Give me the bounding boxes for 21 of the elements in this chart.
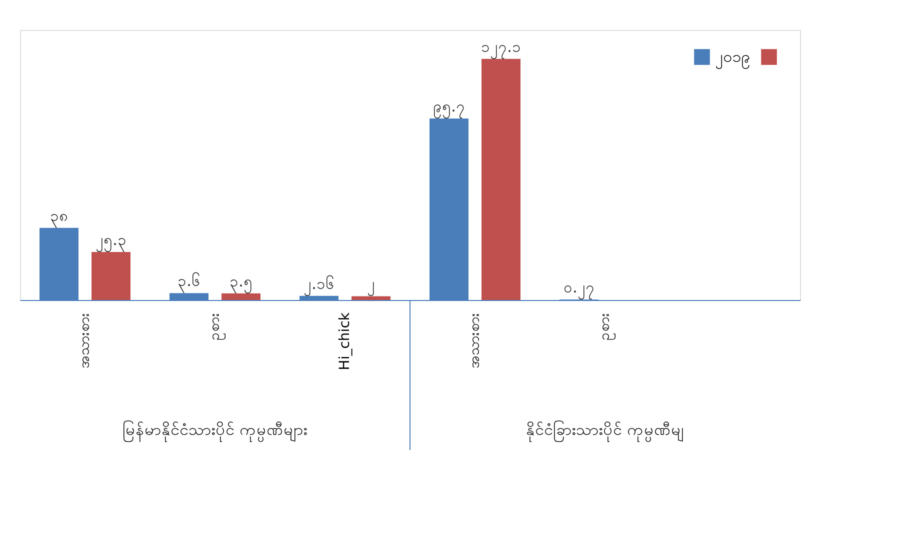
data-label: ၁၂၇.၁	[481, 38, 521, 59]
bar	[482, 58, 520, 300]
bar	[352, 296, 390, 300]
data-label: ၂.၁၆	[304, 274, 334, 296]
data-label: ၃၈	[50, 206, 68, 228]
bar	[222, 293, 260, 300]
x-tick-label: အသားစား	[77, 312, 93, 368]
bar	[92, 252, 130, 300]
x-tick-label: ဥစား	[207, 312, 225, 340]
data-label: ၃.၆	[178, 272, 200, 294]
data-label: ၃.၅	[230, 272, 252, 294]
legend-label: ၂၀၁၉	[715, 47, 750, 69]
x-tick-label: ဥစား	[597, 312, 615, 340]
data-label: ၂၅.၃	[96, 231, 126, 252]
text: မြန်မာနိုင်ငံသားပိုင် ကုမ္ပဏီများ	[122, 420, 308, 442]
x-tick-label: Hi_chick	[337, 312, 353, 370]
x-tick-label: အသားစား	[467, 312, 483, 368]
data-label: ၀.၂၇	[564, 278, 594, 300]
data-label: ၂	[367, 275, 375, 296]
data-label: ၉၅.၇	[433, 97, 465, 118]
text: နိုင်ငံခြားသားပိုင် ကုမ္ပဏီမျ	[526, 420, 684, 442]
